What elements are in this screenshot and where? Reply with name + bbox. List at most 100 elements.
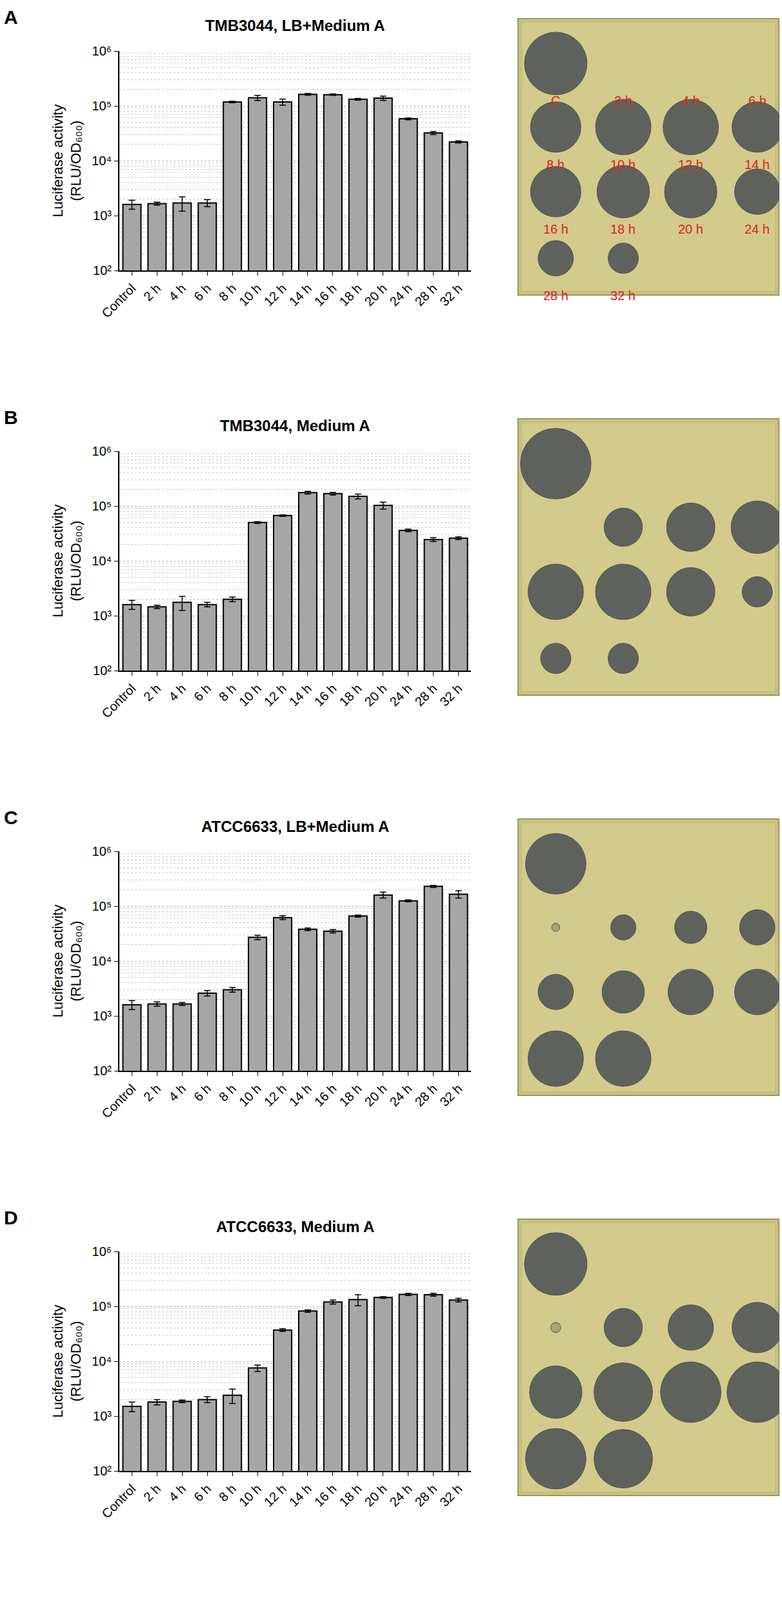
svg-text:8 h: 8 h [216, 680, 239, 704]
svg-text:10³: 10³ [92, 608, 112, 623]
svg-text:D: D [3, 1206, 19, 1228]
svg-text:10⁵: 10⁵ [91, 1298, 112, 1314]
svg-text:10 h: 10 h [236, 1480, 264, 1509]
svg-text:Luciferase activity(RLU/OD₆₀₀): Luciferase activity(RLU/OD₆₀₀) [49, 904, 85, 1018]
svg-text:10 h: 10 h [610, 157, 636, 172]
svg-text:14 h: 14 h [286, 1080, 315, 1109]
svg-text:18 h: 18 h [336, 1080, 365, 1109]
svg-text:12 h: 12 h [261, 1080, 290, 1109]
svg-text:8 h: 8 h [216, 1480, 239, 1504]
svg-text:10⁶: 10⁶ [92, 1243, 112, 1259]
svg-text:Luciferase activity(RLU/OD₆₀₀): Luciferase activity(RLU/OD₆₀₀) [49, 1304, 85, 1418]
svg-text:2 h: 2 h [140, 280, 164, 304]
svg-text:10 h: 10 h [236, 680, 264, 709]
svg-text:14 h: 14 h [286, 1480, 315, 1509]
svg-text:4 h: 4 h [165, 680, 189, 704]
svg-text:Control: Control [98, 1080, 139, 1121]
svg-text:10³: 10³ [92, 208, 112, 223]
svg-text:32 h: 32 h [436, 1080, 465, 1109]
svg-text:32 h: 32 h [610, 288, 636, 303]
svg-text:10⁴: 10⁴ [91, 153, 112, 168]
svg-text:16 h: 16 h [311, 1080, 340, 1109]
svg-text:32 h: 32 h [436, 680, 465, 709]
svg-text:16 h: 16 h [311, 680, 340, 709]
svg-text:10⁴: 10⁴ [91, 553, 112, 568]
svg-text:Control: Control [98, 1480, 139, 1521]
svg-text:10²: 10² [92, 1063, 112, 1078]
svg-text:8 h: 8 h [216, 280, 239, 304]
svg-text:4 h: 4 h [165, 1480, 189, 1504]
svg-text:10⁶: 10⁶ [92, 443, 112, 459]
svg-text:6 h: 6 h [190, 1480, 214, 1504]
svg-text:10²: 10² [92, 663, 112, 678]
svg-text:Control: Control [98, 680, 139, 721]
svg-text:4 h: 4 h [681, 93, 701, 108]
svg-text:24 h: 24 h [386, 680, 415, 709]
svg-text:10⁵: 10⁵ [91, 498, 112, 513]
svg-text:ATCC6633, Medium A: ATCC6633, Medium A [216, 1217, 375, 1235]
svg-text:Control: Control [98, 280, 139, 321]
svg-text:10⁶: 10⁶ [92, 843, 112, 859]
svg-text:16 h: 16 h [543, 221, 569, 237]
svg-text:TMB3044, LB+Medium A: TMB3044, LB+Medium A [205, 16, 386, 35]
svg-text:10⁶: 10⁶ [92, 43, 112, 59]
svg-text:18 h: 18 h [336, 1480, 365, 1509]
svg-text:4 h: 4 h [165, 1080, 189, 1104]
svg-text:20 h: 20 h [361, 1480, 390, 1509]
svg-text:24 h: 24 h [744, 221, 770, 237]
svg-text:6 h: 6 h [190, 280, 214, 304]
svg-text:10⁴: 10⁴ [91, 1353, 112, 1368]
svg-text:18 h: 18 h [610, 221, 636, 237]
svg-text:24 h: 24 h [386, 1480, 415, 1509]
svg-text:A: A [3, 6, 19, 28]
svg-text:14 h: 14 h [286, 680, 315, 709]
svg-text:B: B [3, 406, 19, 428]
svg-text:10³: 10³ [92, 1008, 112, 1023]
svg-text:12 h: 12 h [261, 1480, 290, 1509]
svg-text:24 h: 24 h [386, 1080, 415, 1109]
svg-text:28 h: 28 h [411, 1480, 440, 1509]
svg-text:12 h: 12 h [261, 680, 290, 709]
svg-text:6 h: 6 h [190, 680, 214, 704]
svg-text:C: C [551, 93, 561, 108]
svg-text:20 h: 20 h [678, 221, 704, 237]
svg-text:10 h: 10 h [236, 280, 264, 309]
svg-text:8 h: 8 h [546, 157, 565, 172]
svg-text:2 h: 2 h [140, 680, 164, 704]
svg-text:20 h: 20 h [361, 1080, 390, 1109]
svg-text:18 h: 18 h [336, 280, 365, 309]
svg-text:24 h: 24 h [386, 280, 415, 309]
svg-text:6 h: 6 h [748, 93, 767, 108]
svg-text:2 h: 2 h [140, 1080, 164, 1104]
svg-text:32 h: 32 h [436, 280, 465, 309]
svg-text:Luciferase activity(RLU/OD₆₀₀): Luciferase activity(RLU/OD₆₀₀) [49, 504, 85, 618]
svg-text:28 h: 28 h [543, 288, 569, 303]
svg-text:16 h: 16 h [311, 1480, 340, 1509]
svg-text:14 h: 14 h [744, 157, 770, 172]
svg-text:10⁵: 10⁵ [91, 98, 112, 113]
svg-text:12 h: 12 h [261, 280, 290, 309]
svg-text:16 h: 16 h [311, 280, 340, 309]
svg-text:32 h: 32 h [436, 1480, 465, 1509]
svg-text:ATCC6633, LB+Medium A: ATCC6633, LB+Medium A [201, 817, 390, 835]
svg-text:28 h: 28 h [411, 280, 440, 309]
svg-text:Luciferase activity(RLU/OD₆₀₀): Luciferase activity(RLU/OD₆₀₀) [49, 104, 85, 218]
svg-text:18 h: 18 h [336, 680, 365, 709]
svg-text:8 h: 8 h [216, 1080, 239, 1104]
svg-text:2 h: 2 h [614, 93, 633, 108]
svg-text:14 h: 14 h [286, 280, 315, 309]
svg-text:28 h: 28 h [411, 680, 440, 709]
svg-text:20 h: 20 h [361, 680, 390, 709]
svg-text:C: C [3, 806, 19, 828]
svg-text:10²: 10² [92, 263, 112, 278]
svg-text:28 h: 28 h [411, 1080, 440, 1109]
svg-text:6 h: 6 h [190, 1080, 214, 1104]
svg-text:10³: 10³ [92, 1408, 112, 1423]
svg-text:20 h: 20 h [361, 280, 390, 309]
svg-text:10⁵: 10⁵ [91, 898, 112, 913]
svg-text:10⁴: 10⁴ [91, 953, 112, 968]
svg-text:2 h: 2 h [140, 1480, 164, 1504]
svg-text:12 h: 12 h [678, 157, 704, 172]
svg-text:10 h: 10 h [236, 1080, 264, 1109]
svg-text:10²: 10² [92, 1463, 112, 1478]
